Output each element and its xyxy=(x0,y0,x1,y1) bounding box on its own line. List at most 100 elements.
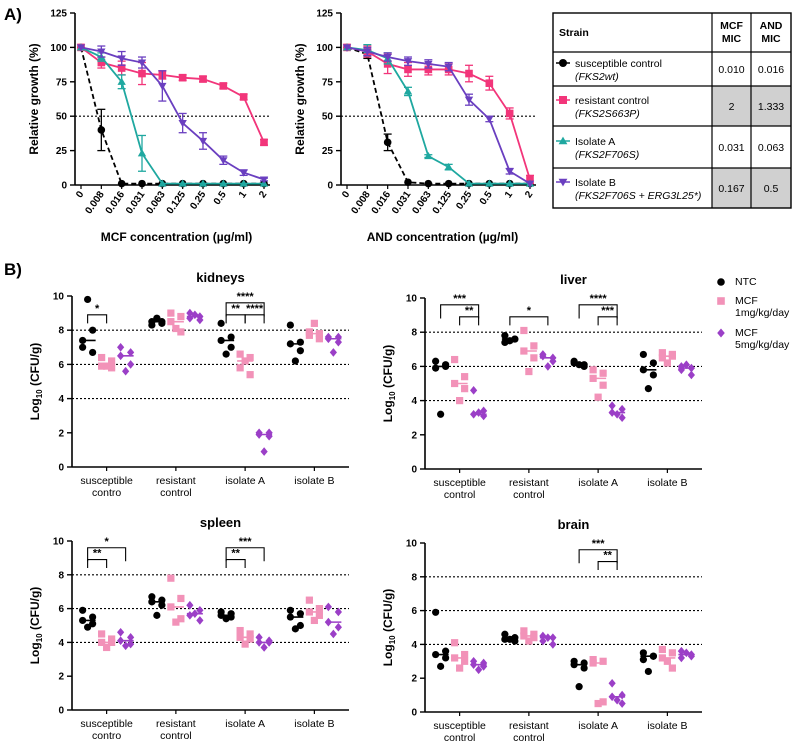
significance-bracket xyxy=(225,302,265,317)
y-tick-label: 0 xyxy=(58,706,64,717)
y-tick-label: 25 xyxy=(56,146,68,157)
group-label: isolate A xyxy=(578,477,618,489)
data-point xyxy=(649,371,657,379)
data-point xyxy=(286,321,294,329)
y-tick-label: 6 xyxy=(58,360,64,371)
table-header: AND xyxy=(760,20,783,32)
mic-cell-shade xyxy=(712,168,751,208)
data-point xyxy=(663,657,671,665)
data-point xyxy=(198,179,208,187)
series-resistant-control xyxy=(77,43,268,147)
data-point xyxy=(296,610,304,618)
data-point xyxy=(117,179,126,188)
data-point xyxy=(668,649,676,657)
data-point xyxy=(222,615,230,623)
data-point xyxy=(260,138,268,147)
x-tick-label: 0.125 xyxy=(165,189,189,216)
data-point xyxy=(608,401,616,411)
y-tick-label: 8 xyxy=(411,328,417,339)
data-point xyxy=(668,350,676,359)
series-susceptible-control xyxy=(77,43,268,188)
data-point xyxy=(599,698,607,706)
data-point xyxy=(501,332,509,340)
data-point xyxy=(239,93,248,101)
data-point xyxy=(589,366,597,374)
data-point xyxy=(505,109,514,118)
mic-cell-shade xyxy=(751,168,791,208)
data-point xyxy=(227,343,235,351)
data-point xyxy=(89,613,97,621)
x-tick-label: 0.008 xyxy=(349,189,373,216)
data-point xyxy=(127,639,135,649)
y-tick-label: 50 xyxy=(56,112,68,123)
group-label: resistant xyxy=(156,475,196,487)
data-point xyxy=(108,357,116,365)
significance-label: **** xyxy=(590,293,608,305)
data-point xyxy=(127,633,135,642)
data-point xyxy=(432,364,440,372)
series-line xyxy=(346,46,531,185)
data-point xyxy=(525,637,533,645)
data-point xyxy=(236,626,244,635)
data-point xyxy=(219,157,228,165)
data-point xyxy=(404,65,412,74)
y-tick-label: 50 xyxy=(322,112,334,123)
x-tick-label: 0.25 xyxy=(188,189,208,212)
data-point xyxy=(76,44,86,52)
y-tick-label: 4 xyxy=(58,638,64,649)
data-point xyxy=(424,151,433,160)
data-point xyxy=(127,348,135,357)
group-label: susceptible xyxy=(80,718,133,730)
data-point xyxy=(505,168,514,176)
group-label: susceptible xyxy=(80,475,133,487)
data-point xyxy=(172,618,180,626)
data-point xyxy=(177,312,185,321)
table-header-strain: Strain xyxy=(559,27,589,39)
significance-label: ** xyxy=(465,305,474,317)
data-point xyxy=(239,169,248,177)
x-tick-label: 0.008 xyxy=(83,189,107,216)
data-point xyxy=(539,351,547,361)
legend-label: NTC xyxy=(735,276,757,288)
series-isolate-b xyxy=(342,44,535,188)
data-point xyxy=(259,176,269,184)
data-point xyxy=(432,608,440,616)
data-point xyxy=(501,630,509,638)
group-label: susceptible xyxy=(433,720,486,732)
data-point xyxy=(296,347,304,355)
data-point xyxy=(260,643,268,652)
legend-marker xyxy=(717,297,725,305)
data-point xyxy=(599,381,607,389)
y-axis-title: Log10 (CFU/g) xyxy=(381,589,397,667)
data-point xyxy=(178,120,187,128)
data-point xyxy=(97,48,106,56)
significance-bracket xyxy=(225,314,246,324)
data-point xyxy=(485,179,494,187)
data-point xyxy=(239,179,248,187)
y-tick-label: 10 xyxy=(53,292,65,303)
group-label: susceptible xyxy=(433,477,486,489)
data-point xyxy=(305,331,313,339)
y-tick-label: 75 xyxy=(56,77,68,88)
significance-label: *** xyxy=(592,538,606,550)
data-point xyxy=(444,162,453,171)
data-point xyxy=(465,69,473,78)
data-point xyxy=(475,665,483,675)
data-point xyxy=(549,640,557,649)
data-point xyxy=(127,360,135,369)
y-axis-title: Relative growth (%) xyxy=(293,43,307,154)
strain-name: susceptible control xyxy=(575,58,662,70)
strain-genotype: (FKS2F706S) xyxy=(575,149,639,161)
group-label: isolate A xyxy=(578,720,618,732)
y-tick-label: 0 xyxy=(327,181,333,192)
y-tick-label: 2 xyxy=(58,428,64,439)
series-line xyxy=(346,46,530,185)
y-axis-title: Log10 (CFU/g) xyxy=(28,587,44,665)
strain-name: resistant control xyxy=(575,95,649,107)
x-tick-label: 2 xyxy=(523,189,535,200)
data-point xyxy=(324,602,332,612)
data-point xyxy=(117,627,125,637)
data-point xyxy=(442,361,450,369)
